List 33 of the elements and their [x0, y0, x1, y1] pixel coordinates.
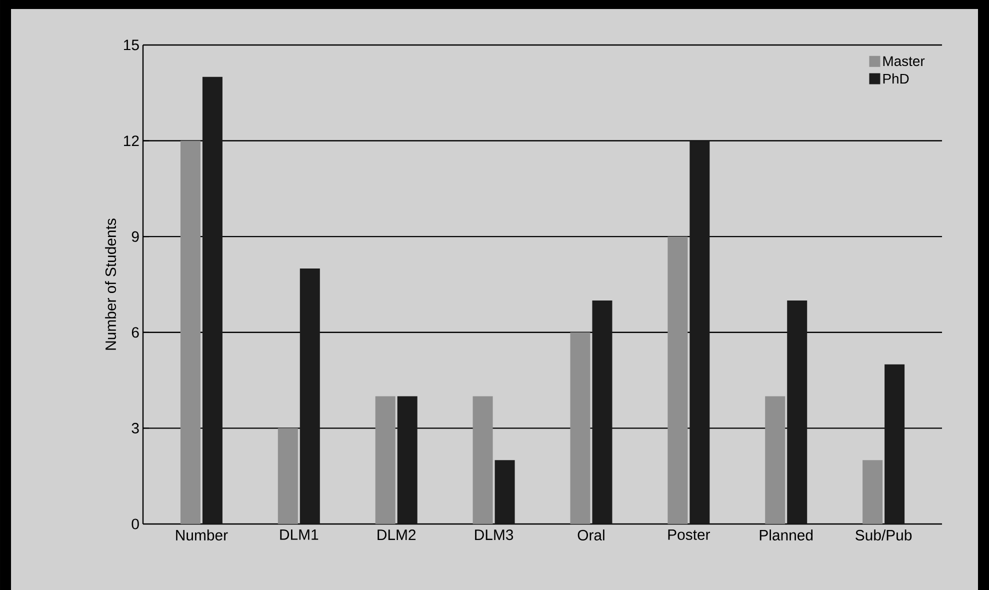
- bar: [472, 396, 493, 524]
- bar: [570, 332, 590, 524]
- x-tick-label: Oral: [578, 530, 604, 540]
- bar: [375, 396, 396, 524]
- bar: [592, 300, 612, 524]
- x-tick-label: Poster: [668, 530, 710, 540]
- legend-label: Master: [883, 56, 925, 66]
- y-axis-title: Number of Students: [105, 218, 116, 350]
- bar: [202, 76, 222, 524]
- x-tick-label: DLM3: [475, 530, 514, 540]
- y-tick-label: 3: [132, 422, 139, 434]
- bar: [690, 140, 710, 524]
- bar: [787, 300, 808, 524]
- y-tick-label: 15: [124, 40, 139, 50]
- bar: [397, 396, 418, 524]
- y-tick-label: 12: [124, 136, 139, 146]
- bar: [668, 236, 688, 524]
- bar: [300, 268, 320, 524]
- bar: [278, 428, 298, 524]
- y-tick-label: 9: [132, 231, 139, 242]
- bar: [180, 140, 200, 524]
- x-tick-label: Sub/Pub: [856, 530, 912, 540]
- bar: [862, 460, 883, 524]
- bar: [765, 396, 786, 524]
- bar: [494, 460, 515, 524]
- x-tick-label: DLM2: [378, 530, 416, 540]
- x-tick-label: Planned: [760, 530, 813, 540]
- x-tick-label: Number: [176, 530, 228, 540]
- y-tick-label: 0: [132, 518, 139, 530]
- y-tick-label: 6: [132, 327, 139, 338]
- bar: [884, 364, 905, 524]
- x-tick-label: DLM1: [280, 530, 318, 540]
- legend-label: PhD: [883, 73, 909, 84]
